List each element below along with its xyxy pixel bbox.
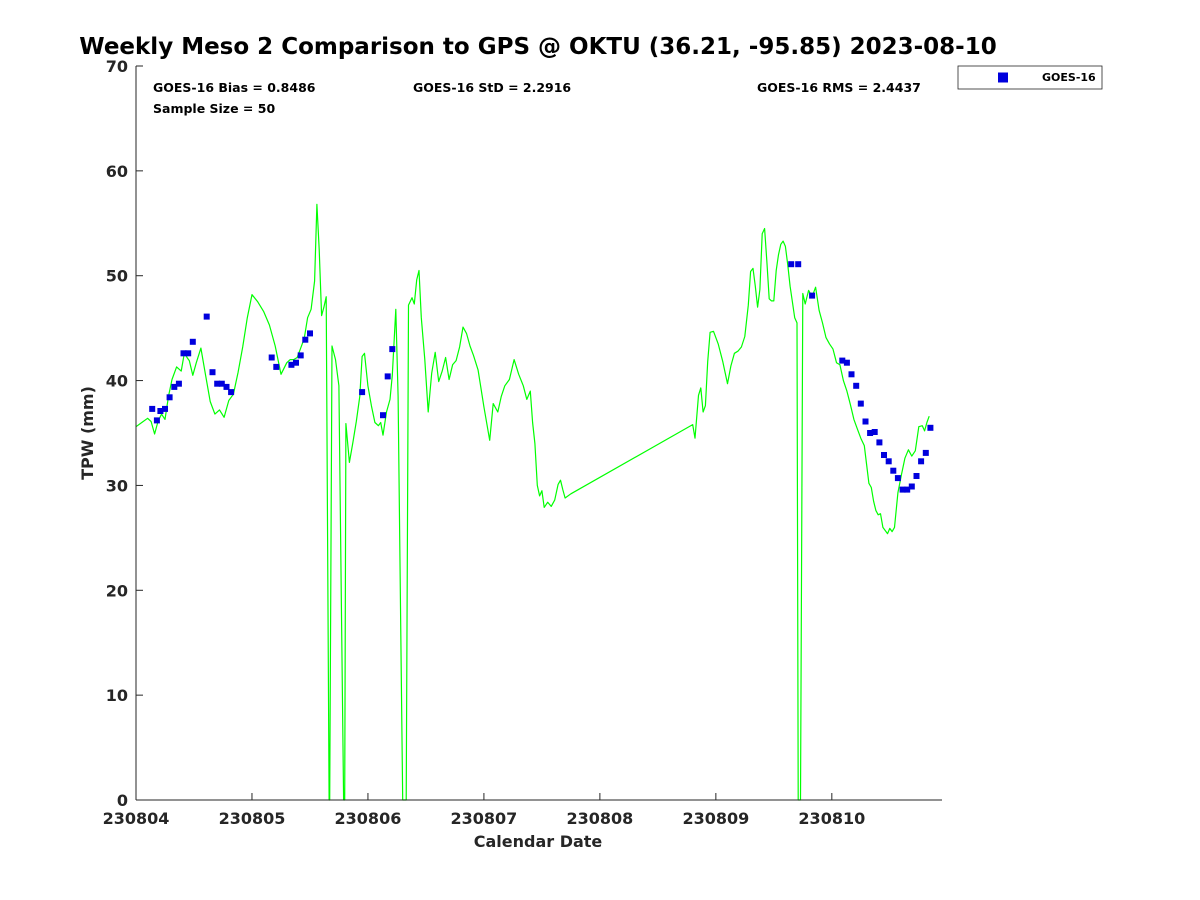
x-tick-label: 230809 [682,809,749,828]
goes16-point [918,458,925,465]
goes16-point [273,363,280,370]
goes16-point [214,380,221,387]
goes16-point [166,394,173,401]
goes16-point [171,383,178,390]
goes16-point [189,338,196,345]
plot-area: 0 10 20 30 40 50 60 70 230804 230805 230806 230807 2… [103,57,942,828]
goes16-point [228,389,235,396]
goes16-point [904,486,911,493]
goes16-point [853,382,860,389]
goes16-point [922,449,929,456]
goes16-point [293,359,299,366]
x-tick-label: 230808 [566,809,633,828]
x-tick-label: 230807 [451,809,518,828]
legend-label-goes16: GOES-16 [1042,71,1096,84]
chart-title: Weekly Meso 2 Comparison to GPS @ OKTU (… [79,34,996,60]
goes16-point [908,483,915,490]
goes16-point [839,357,846,364]
y-tick-label: 10 [106,686,128,705]
x-tick-label: 230804 [103,809,170,828]
goes16-point [268,354,275,361]
y-tick-label: 60 [106,162,128,181]
goes16-point [848,371,855,378]
goes16-point [380,412,386,419]
goes16-point [809,292,816,299]
goes16-point [153,417,160,424]
x-axis-label: Calendar Date [474,832,603,851]
goes16-point [302,336,309,343]
goes16-point [876,439,883,446]
goes16-point [288,361,295,368]
y-tick-label: 20 [106,581,128,600]
goes16-point [209,369,216,376]
goes16-point [885,458,892,465]
goes16-point [175,380,182,387]
y-tick-label: 40 [106,372,128,391]
legend-box [957,65,1103,90]
x-tick-label: 230806 [335,809,402,828]
goes16-point [185,350,192,357]
goes16-point [927,424,934,431]
y-tick-label: 70 [106,57,128,76]
goes16-point [359,389,366,396]
bias-stat: GOES-16 Bias = 0.8486 [153,80,316,95]
goes16-point [297,352,304,359]
y-axis-label: TPW (mm) [78,386,97,480]
goes16-point [857,400,864,407]
legend: GOES-16 [957,65,1103,90]
x-tick-label: 230805 [219,809,286,828]
goes16-point [157,408,164,414]
goes16-point [913,473,920,479]
goes16-point [389,346,396,353]
std-stat: GOES-16 StD = 2.2916 [413,80,571,95]
stats-annotations: GOES-16 Bias = 0.8486 Sample Size = 50 G… [153,80,921,116]
x-tick-label: 230810 [798,809,865,828]
goes16-point [180,350,187,357]
y-tick-label: 0 [117,791,128,810]
goes16-point [149,405,156,412]
series-layer [136,203,934,801]
y-tick-label: 50 [106,267,128,286]
goes16-point [894,475,901,482]
gps-tpw-line [136,203,930,801]
rms-stat: GOES-16 RMS = 2.4437 [757,80,921,95]
goes16-point [890,467,897,474]
sample-size-stat: Sample Size = 50 [153,101,275,116]
goes16-point [162,405,168,412]
goes16-point [307,330,313,337]
goes16-point [843,359,850,366]
goes16-point [862,418,869,425]
goes16-point [871,429,878,435]
goes16-point [384,373,391,380]
goes16-point [788,261,795,268]
goes16-point [203,313,210,320]
goes16-point [795,261,802,268]
goes16-point [223,383,230,390]
goes16-point [899,486,906,493]
goes16-point [218,380,225,387]
y-tick-label: 30 [106,476,128,495]
goes16-point [867,430,874,436]
legend-marker-goes16 [998,72,1008,83]
goes16-point [881,452,887,458]
axes-layer: 0 10 20 30 40 50 60 70 230804 230805 230806 230807 2… [103,57,942,828]
